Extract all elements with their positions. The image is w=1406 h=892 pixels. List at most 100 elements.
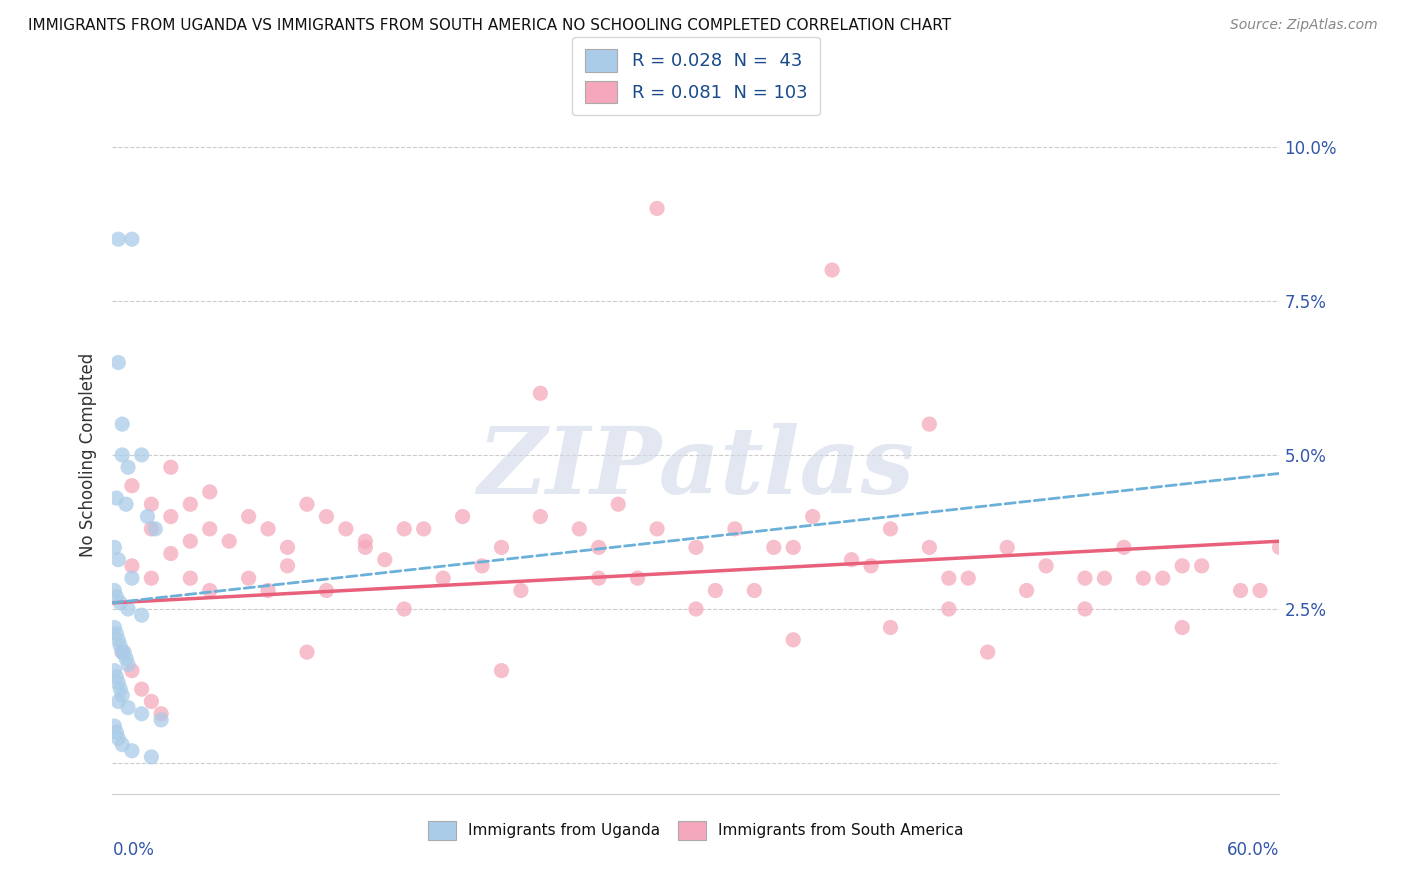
Point [995,541,1018,555]
Point [257,583,280,598]
Point [179,571,201,585]
Text: 60.0%: 60.0% [1227,841,1279,859]
Point [111,688,134,702]
Point [179,534,201,549]
Point [141,522,163,536]
Point [160,509,183,524]
Point [762,541,785,555]
Point [744,583,766,598]
Point [491,541,513,555]
Point [976,645,998,659]
Point [685,602,707,616]
Point [588,541,610,555]
Point [879,620,901,634]
Point [451,509,474,524]
Point [1112,541,1135,555]
Point [103,583,125,598]
Point [782,541,804,555]
Point [238,509,260,524]
Point [131,608,153,623]
Point [110,596,132,610]
Point [374,552,396,566]
Point [111,738,134,752]
Point [938,571,960,585]
Point [107,232,129,246]
Point [354,534,377,549]
Point [841,552,863,566]
Point [141,571,163,585]
Point [1191,558,1213,573]
Point [801,509,824,524]
Point [529,386,551,401]
Point [529,509,551,524]
Point [471,558,494,573]
Point [103,664,125,678]
Point [238,571,260,585]
Point [645,202,668,216]
Point [121,571,143,585]
Point [198,583,221,598]
Point [588,571,610,585]
Point [150,706,173,721]
Point [685,541,707,555]
Point [1015,583,1038,598]
Point [131,706,153,721]
Point [394,602,416,616]
Point [105,626,128,640]
Point [179,497,201,511]
Point [121,664,143,678]
Point [121,232,143,246]
Point [491,664,513,678]
Point [117,460,139,475]
Point [107,355,129,369]
Point [105,590,128,604]
Point [131,448,153,462]
Point [198,484,221,499]
Point [1094,571,1116,585]
Point [143,522,166,536]
Point [724,522,747,536]
Point [107,676,129,690]
Point [918,417,941,431]
Point [354,541,377,555]
Point [315,509,337,524]
Point [412,522,434,536]
Point [295,497,318,511]
Point [879,522,901,536]
Point [103,541,125,555]
Point [121,744,143,758]
Text: Source: ZipAtlas.com: Source: ZipAtlas.com [1230,18,1378,32]
Point [107,694,129,708]
Point [111,448,134,462]
Point [103,620,125,634]
Point [111,645,134,659]
Point [115,651,138,665]
Point [105,491,128,505]
Text: 0.0%: 0.0% [112,841,155,859]
Point [107,731,129,746]
Point [509,583,531,598]
Point [111,645,134,659]
Point [1074,602,1097,616]
Point [1171,620,1194,634]
Point [568,522,591,536]
Point [141,497,163,511]
Point [1074,571,1097,585]
Text: IMMIGRANTS FROM UGANDA VS IMMIGRANTS FROM SOUTH AMERICA NO SCHOOLING COMPLETED C: IMMIGRANTS FROM UGANDA VS IMMIGRANTS FRO… [28,18,952,33]
Point [150,713,173,727]
Point [110,639,132,653]
Point [1171,558,1194,573]
Point [131,682,153,697]
Point [1035,558,1057,573]
Point [276,541,298,555]
Point [115,497,138,511]
Point [918,541,941,555]
Point [607,497,630,511]
Point [117,700,139,714]
Point [394,522,416,536]
Y-axis label: No Schooling Completed: No Schooling Completed [79,353,97,557]
Point [160,547,183,561]
Point [105,725,128,739]
Point [1249,583,1271,598]
Point [121,558,143,573]
